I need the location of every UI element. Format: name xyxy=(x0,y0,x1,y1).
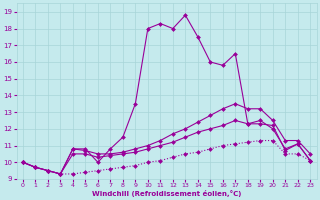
X-axis label: Windchill (Refroidissement éolien,°C): Windchill (Refroidissement éolien,°C) xyxy=(92,190,241,197)
